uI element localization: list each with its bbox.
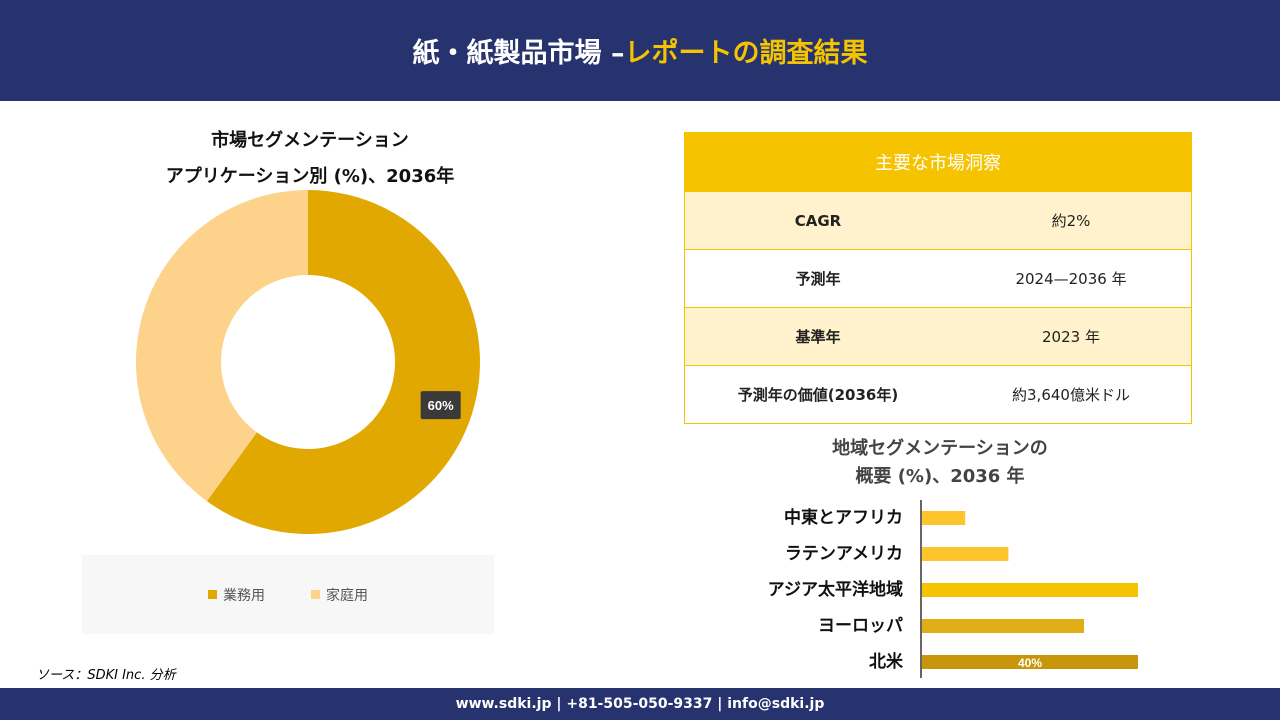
insights-heading: 主要な市場洞察 xyxy=(685,133,1191,191)
insight-value: 約3,640億米ドル xyxy=(1012,386,1130,404)
report-title: 紙・紙製品市場 – xyxy=(412,38,625,69)
insight-key: 基準年 xyxy=(795,328,841,346)
key-insights-table: 主要な市場洞察 CAGR 約2% 予測年 2024—2036 年 基準年 202… xyxy=(684,132,1192,424)
donut-slice-0 xyxy=(206,190,480,534)
legend-item-home: 家庭用 xyxy=(311,585,368,605)
legend-item-business: 業務用 xyxy=(208,585,265,605)
legend-swatch-business xyxy=(208,590,217,599)
bar-1 xyxy=(922,547,1009,561)
insight-value: 2024—2036 年 xyxy=(1015,270,1127,288)
donut-slice-1 xyxy=(136,190,308,502)
donut-title-line2: アプリケーション別 (%)、2036年 xyxy=(165,166,455,187)
insight-row-forecast-value: 予測年の価値(2036年) 約3,640億米ドル xyxy=(685,365,1191,423)
bar-title-line2: 概要 (%)、2036 年 xyxy=(855,466,1025,487)
bar-category-label: 中東とアフリカ xyxy=(784,507,903,528)
donut-legend: 業務用 家庭用 xyxy=(82,555,494,634)
insight-key: 予測年の価値(2036年) xyxy=(737,386,899,404)
donut-title-line1: 市場セグメンテーション xyxy=(211,130,409,151)
contact-footer: www.sdki.jp | +81-505-050-9337 | info@sd… xyxy=(0,688,1280,720)
insight-value: 2023 年 xyxy=(1042,328,1100,346)
bar-category-label: 北米 xyxy=(869,651,904,672)
bar-category-label: アジア太平洋地域 xyxy=(768,579,903,600)
source-note: ソース：SDKI Inc. 分析 xyxy=(36,668,176,683)
svg-text:60%: 60% xyxy=(428,398,454,413)
bar-4 xyxy=(922,655,1138,669)
donut-data-label: 60% xyxy=(420,391,461,420)
bar-title-line1: 地域セグメンテーションの xyxy=(832,438,1048,459)
insight-row-forecast-period: 予測年 2024—2036 年 xyxy=(685,249,1191,307)
legend-label-business: 業務用 xyxy=(223,587,265,604)
legend-label-home: 家庭用 xyxy=(326,587,368,604)
legend-swatch-home xyxy=(311,590,320,599)
report-title-accent: レポートの調査結果 xyxy=(624,38,868,69)
insight-row-base-year: 基準年 2023 年 xyxy=(685,307,1191,365)
insight-key: 予測年 xyxy=(795,270,841,288)
bar-2 xyxy=(922,583,1138,597)
report-header: 紙・紙製品市場 – レポートの調査結果 xyxy=(0,0,1280,101)
application-donut-chart: 60% xyxy=(136,190,480,534)
bar-category-label: ヨーロッパ xyxy=(818,616,903,636)
bar-3 xyxy=(922,619,1084,633)
insight-value: 約2% xyxy=(1051,212,1091,230)
insight-key: CAGR xyxy=(794,211,842,230)
bar-category-label: ラテンアメリカ xyxy=(785,544,903,564)
bar-0 xyxy=(922,511,966,525)
bar-data-label: 40% xyxy=(1018,656,1042,670)
insight-row-cagr: CAGR 約2% xyxy=(685,191,1191,249)
